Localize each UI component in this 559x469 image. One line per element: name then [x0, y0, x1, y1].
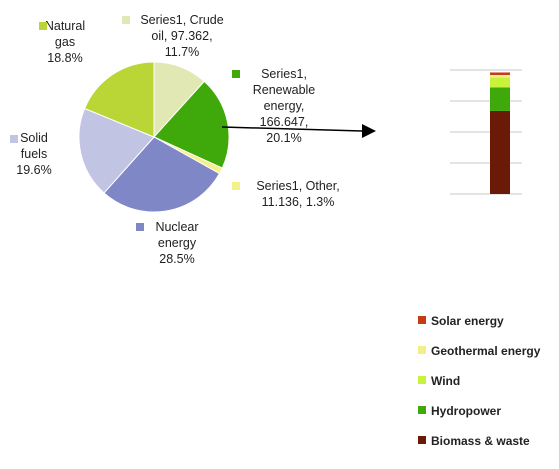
pie-slice-nuclear-energy: [103, 136, 221, 213]
legend-label: Hydropower: [431, 404, 502, 418]
legend-item-biomass-and-waste: Biomass & waste: [418, 434, 530, 448]
bar-segment-wind: [490, 77, 510, 88]
legend-item-geothermal-energy: Geothermal energy: [418, 344, 540, 358]
pie-label-line: oil, 97.362,: [151, 29, 213, 43]
pie-label-line: Solid: [20, 131, 48, 145]
legend-swatch: [418, 376, 426, 384]
pie-label-swatch: [122, 16, 130, 24]
legend-item-solar-energy: Solar energy: [418, 314, 504, 328]
pie-label-other: Series1, Other, 11.136, 1.3%: [232, 178, 360, 210]
pie-label-line: 11.7%: [164, 45, 200, 59]
bar-segment-geothermal-energy: [490, 74, 510, 78]
legend-label: Biomass & waste: [431, 434, 530, 448]
legend-item-wind: Wind: [418, 374, 460, 388]
pie-label-solid-fuels: Solid fuels 19.6%: [6, 130, 62, 178]
legend-swatch: [418, 406, 426, 414]
pie-label-renewable-energy: Series1, Renewable energy, 166.647, 20.1%: [232, 66, 334, 146]
legend-label: Geothermal energy: [431, 344, 541, 358]
pie-label-line: Natural: [44, 19, 86, 33]
legend-label: Wind: [431, 374, 461, 388]
pie-label-nuclear-energy: Nuclear energy 28.5%: [132, 219, 222, 267]
legend-swatch: [418, 436, 426, 444]
pie-label-swatch: [232, 182, 240, 190]
pie-label-line: 20.1%: [266, 131, 302, 145]
pie-label-line: fuels: [20, 147, 48, 161]
pie-label-natural-gas: Natural gas 18.8%: [34, 18, 96, 66]
pie-label-line: Renewable: [252, 83, 316, 97]
pie-slice-renewable-energy: [153, 80, 230, 169]
pie-label-line: 28.5%: [159, 252, 195, 266]
bar-segment-biomass-and-waste: [490, 110, 510, 194]
pie-label-line: Nuclear: [155, 220, 199, 234]
pie-chart: [78, 61, 230, 213]
legend-swatch: [418, 346, 426, 354]
connector-line: [221, 126, 363, 132]
pie-label-line: Series1, Crude: [140, 13, 224, 27]
pie-slice-natural-gas: [83, 61, 155, 138]
stacked-bar-chart: [450, 69, 522, 195]
pie-label-swatch: [136, 223, 144, 231]
pie-label-swatch: [232, 70, 240, 78]
connector-arrow: [221, 124, 376, 138]
pie-label-line: energy: [157, 236, 197, 250]
pie-label-swatch: [10, 135, 18, 143]
pie-label-line: 11.136, 1.3%: [261, 195, 335, 209]
pie-label-line: Series1, Other,: [256, 179, 340, 193]
connector-arrowhead: [362, 124, 376, 138]
legend-item-hydropower: Hydropower: [418, 404, 501, 418]
pie-label-line: 18.8%: [47, 51, 83, 65]
pie-label-crude-oil: Series1, Crude oil, 97.362, 11.7%: [120, 12, 244, 60]
legend-label: Solar energy: [431, 314, 504, 328]
pie-label-line: 19.6%: [16, 163, 52, 177]
pie-label-line: gas: [54, 35, 76, 49]
pie-label-line: 166.647,: [259, 115, 309, 129]
pie-label-line: energy,: [263, 99, 305, 113]
pie-label-swatch: [39, 22, 47, 30]
legend-swatch: [418, 316, 426, 324]
bar-segment-solar-energy: [490, 72, 510, 75]
pie-label-line: Series1,: [261, 67, 307, 81]
bar-segment-hydropower: [490, 87, 510, 111]
